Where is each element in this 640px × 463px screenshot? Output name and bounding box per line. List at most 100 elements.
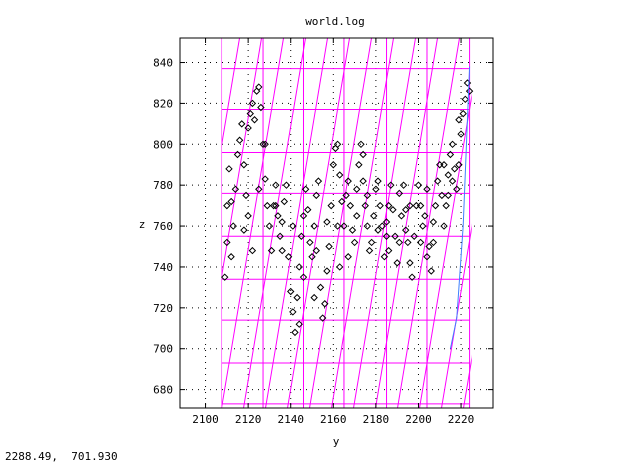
y-tick-label: 820	[153, 97, 173, 110]
mesh-line	[0, 38, 20, 408]
data-point	[433, 177, 442, 185]
data-point	[361, 201, 369, 210]
mesh-line	[441, 224, 472, 408]
data-point	[276, 232, 284, 240]
y-tick-label: 840	[153, 57, 173, 70]
data-point	[427, 267, 435, 275]
data-point	[412, 201, 421, 210]
data-point	[393, 259, 401, 267]
data-point	[395, 189, 404, 198]
data-point	[401, 206, 410, 214]
mesh-line	[463, 356, 472, 408]
mesh-line	[331, 38, 395, 408]
data-point	[416, 238, 425, 247]
data-point	[353, 212, 361, 220]
data-point	[408, 273, 416, 281]
data-point	[291, 328, 299, 337]
data-point	[265, 222, 274, 230]
data-point	[240, 226, 248, 234]
data-point	[376, 201, 384, 210]
data-point	[284, 253, 293, 261]
data-point	[325, 242, 333, 251]
mesh-line	[397, 38, 461, 408]
coordinate-readout: 2288.49, 701.930	[5, 450, 118, 463]
data-point	[297, 232, 306, 240]
data-point	[240, 161, 248, 169]
data-point	[261, 175, 269, 183]
plot-frame	[179, 37, 494, 409]
data-point	[295, 263, 303, 271]
data-point	[261, 140, 269, 149]
data-point	[323, 218, 331, 226]
data-point	[414, 181, 423, 189]
data-point	[340, 222, 348, 230]
data-point	[255, 185, 263, 193]
data-point	[229, 222, 237, 230]
data-point	[365, 246, 374, 255]
data-point	[250, 116, 259, 124]
data-points	[221, 79, 474, 337]
data-point	[278, 218, 286, 226]
x-tick-label: 2100	[192, 413, 219, 426]
data-point	[374, 177, 382, 185]
data-point	[248, 99, 257, 108]
data-point	[406, 259, 414, 267]
data-point	[419, 222, 427, 230]
data-point	[223, 238, 231, 247]
x-tick-label: 2140	[277, 413, 304, 426]
data-point	[382, 218, 391, 226]
data-point	[438, 191, 446, 200]
data-point	[299, 212, 308, 220]
data-point	[321, 300, 329, 308]
data-point	[252, 87, 261, 95]
data-point	[244, 124, 252, 132]
data-point	[406, 201, 414, 210]
mesh-line	[419, 93, 472, 408]
mesh-line	[0, 38, 42, 408]
data-point	[327, 201, 335, 210]
data-point	[231, 185, 240, 193]
mesh-line	[552, 38, 614, 408]
data-point	[384, 201, 393, 210]
data-point	[421, 212, 429, 220]
data-point	[312, 191, 320, 200]
data-point	[455, 161, 463, 169]
mesh-line	[287, 38, 351, 408]
data-point	[425, 242, 433, 251]
mesh-line	[243, 38, 307, 408]
data-point	[246, 109, 254, 118]
data-point	[448, 140, 457, 149]
data-point	[267, 246, 276, 255]
data-point	[227, 197, 235, 206]
y-tick-label: 700	[153, 343, 173, 356]
data-point	[310, 222, 318, 230]
data-point	[269, 201, 278, 210]
data-point	[335, 263, 344, 271]
data-point	[387, 181, 395, 189]
data-point	[440, 222, 448, 230]
mesh-line	[221, 38, 241, 149]
x-tick-label: 2180	[363, 413, 390, 426]
data-point	[255, 83, 263, 91]
data-point	[384, 246, 393, 255]
data-point	[363, 222, 372, 230]
mesh-line	[486, 38, 548, 408]
data-point	[465, 87, 474, 95]
data-point	[446, 150, 455, 159]
data-point	[374, 226, 382, 234]
data-point	[370, 212, 378, 220]
mesh-line	[508, 38, 570, 408]
accent-series-line	[449, 66, 471, 349]
data-point	[395, 238, 404, 247]
data-point	[314, 177, 323, 185]
data-point	[329, 161, 338, 169]
data-point	[287, 287, 295, 296]
y-tick-label: 720	[153, 302, 173, 315]
data-point	[282, 181, 291, 189]
data-point	[235, 136, 244, 144]
data-point	[299, 273, 308, 281]
data-point	[280, 197, 289, 206]
data-point	[344, 177, 352, 185]
data-point	[391, 232, 399, 240]
data-point	[378, 222, 386, 230]
